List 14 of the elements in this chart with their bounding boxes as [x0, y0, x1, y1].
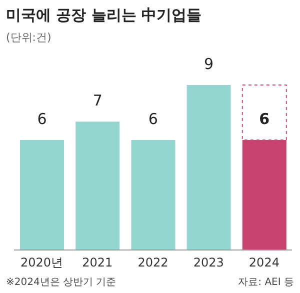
- data-label: 7: [92, 92, 102, 110]
- data-label: 9: [204, 55, 214, 73]
- x-tick-label: 2022: [138, 256, 168, 270]
- text: 자료: AEI 등: [238, 276, 294, 289]
- chart-title: 미국에 공장 늘리는 中기업들: [6, 6, 202, 25]
- x-tick-label: 2024: [248, 256, 280, 270]
- x-tick-label: 2021: [82, 256, 113, 270]
- chart-subtitle: (단위:건): [6, 30, 52, 45]
- x-tick-label: 2020년: [20, 256, 64, 270]
- data-label: 6: [148, 110, 158, 128]
- text: ※2024년은 상반기 기준: [6, 276, 116, 289]
- data-label: 6: [259, 110, 270, 128]
- x-tick-label: 2023: [193, 256, 224, 270]
- data-label: 6: [37, 110, 47, 128]
